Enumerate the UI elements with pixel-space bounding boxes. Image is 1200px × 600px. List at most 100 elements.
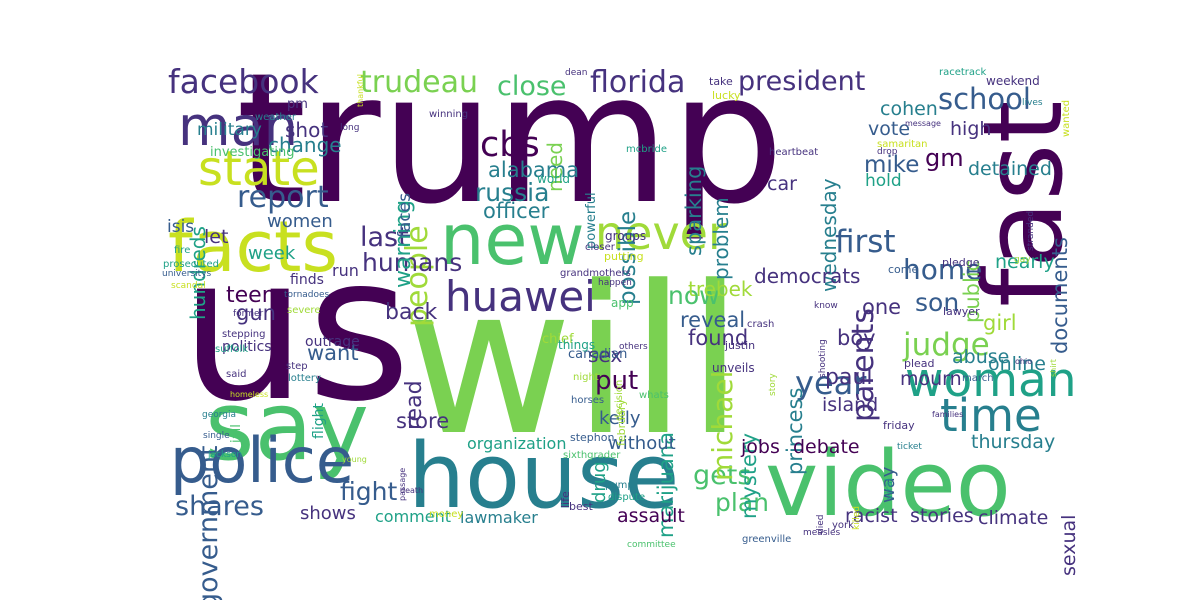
word-shows: shows <box>300 503 356 524</box>
word-first: first <box>835 224 896 260</box>
word-unveils: unveils <box>712 361 755 375</box>
word-viral: viral <box>884 478 895 500</box>
word-woman: woman <box>905 353 1077 408</box>
word-samaritan: samaritan <box>877 139 928 150</box>
word-lucky: lucky <box>712 89 741 102</box>
word-gets: gets <box>693 460 752 491</box>
word-measles: measles <box>803 528 841 538</box>
word-said: said <box>226 369 247 380</box>
word-take: take <box>709 75 733 88</box>
word-committee: committee <box>627 540 676 550</box>
word-without: without <box>608 433 676 454</box>
word-prosecuted: prosecuted <box>163 259 219 270</box>
word-detained: detained <box>968 158 1052 180</box>
word-isis: isis <box>167 217 195 237</box>
word-police: police <box>170 424 354 497</box>
word-trudeau: trudeau <box>360 65 479 100</box>
word-thankful: thankful <box>356 74 365 107</box>
word-mcbride: mcbride <box>626 144 667 155</box>
word-stranded: stranded <box>1026 210 1036 251</box>
word-stepping: stepping <box>222 329 266 340</box>
word-government: government <box>193 445 224 600</box>
word-comment: comment <box>375 507 452 526</box>
word-store: store <box>396 409 450 433</box>
word-trump: trump <box>236 35 785 244</box>
word-crash: crash <box>747 319 775 330</box>
word-put: put <box>595 366 639 396</box>
word-lives: lives <box>1022 98 1043 108</box>
word-girl: girl <box>983 311 1017 335</box>
word-president: president <box>738 66 866 97</box>
word-greenville: greenville <box>742 534 792 545</box>
word-gun: gun <box>236 301 276 325</box>
word-shooting: shooting <box>818 339 828 378</box>
word-story: story <box>768 373 778 396</box>
word-back: back <box>385 300 438 325</box>
word-last: last <box>360 222 409 253</box>
word-teen: teen <box>226 283 276 308</box>
word-plan: plan <box>715 488 769 517</box>
word-weekend: weekend <box>986 74 1040 88</box>
word-want: want <box>307 341 359 365</box>
word-canadian: canadian <box>568 347 628 362</box>
word-alabama: alabama <box>488 158 580 182</box>
word-march: march <box>962 373 994 384</box>
word-lottery: lottery <box>288 373 321 384</box>
word-weather: weather <box>255 112 296 123</box>
word-friday: friday <box>883 419 915 432</box>
word-women: women <box>267 211 333 232</box>
word-nearly: nearly <box>995 251 1055 273</box>
word-problem: problem <box>709 197 733 280</box>
word-money: money <box>429 509 464 520</box>
word-dean: dean <box>565 68 588 78</box>
word-island: island <box>822 394 879 416</box>
word-death: death <box>400 486 424 495</box>
word-know: know <box>814 301 838 311</box>
word-cohen: cohen <box>880 98 938 120</box>
word-report: report <box>237 180 329 215</box>
word-app: app <box>611 296 634 310</box>
word-week: week <box>248 243 296 264</box>
word-thursday: thursday <box>971 431 1056 453</box>
word-outrage: outrage <box>305 334 360 350</box>
word-princess: princess <box>783 387 807 475</box>
word-officer: officer <box>483 199 550 223</box>
word-passage: passage <box>398 467 407 501</box>
word-step: step <box>286 361 308 372</box>
word-february: february <box>615 399 628 446</box>
word-chief: chief <box>542 332 574 347</box>
word-michael: michael <box>706 370 739 481</box>
word-horses: horses <box>571 395 605 406</box>
word-racetrack: racetrack <box>939 67 987 78</box>
word-state: state <box>198 141 320 197</box>
word-mourn: mourn <box>900 368 962 390</box>
word-message: message <box>905 119 941 128</box>
word-judge: judge <box>903 327 990 363</box>
word-florida: florida <box>590 65 686 100</box>
word-dispute: dispute <box>608 492 646 503</box>
word-stephon: stephon <box>570 431 615 444</box>
word-whats: whats <box>639 390 669 401</box>
word-russia: russia <box>475 178 550 207</box>
word-huawei: huawei <box>445 272 596 321</box>
word-facebook: facebook <box>168 62 319 101</box>
word-ticket: ticket <box>897 442 922 452</box>
word-shares: shares <box>175 491 264 522</box>
word-jail: jail <box>229 424 244 443</box>
word-close: close <box>497 71 567 102</box>
word-universitys: universitys <box>162 269 212 279</box>
word-let: let <box>204 226 229 248</box>
word-drop: drop <box>877 147 898 157</box>
word-son: son <box>915 288 960 317</box>
word-suffolk: suffolk <box>215 344 249 355</box>
word-sex: sex <box>588 343 623 367</box>
word-closer: closer <box>585 242 615 253</box>
word-georgia: georgia <box>202 410 237 420</box>
word-putting: putting <box>604 250 644 263</box>
word-stories: stories <box>910 505 974 527</box>
word-lawmaker: lawmaker <box>460 508 538 527</box>
word-york: york <box>832 520 854 531</box>
word-wanted: wanted <box>1061 99 1072 137</box>
word-ohio: ohio <box>1015 357 1033 366</box>
word-high: high <box>950 118 992 140</box>
